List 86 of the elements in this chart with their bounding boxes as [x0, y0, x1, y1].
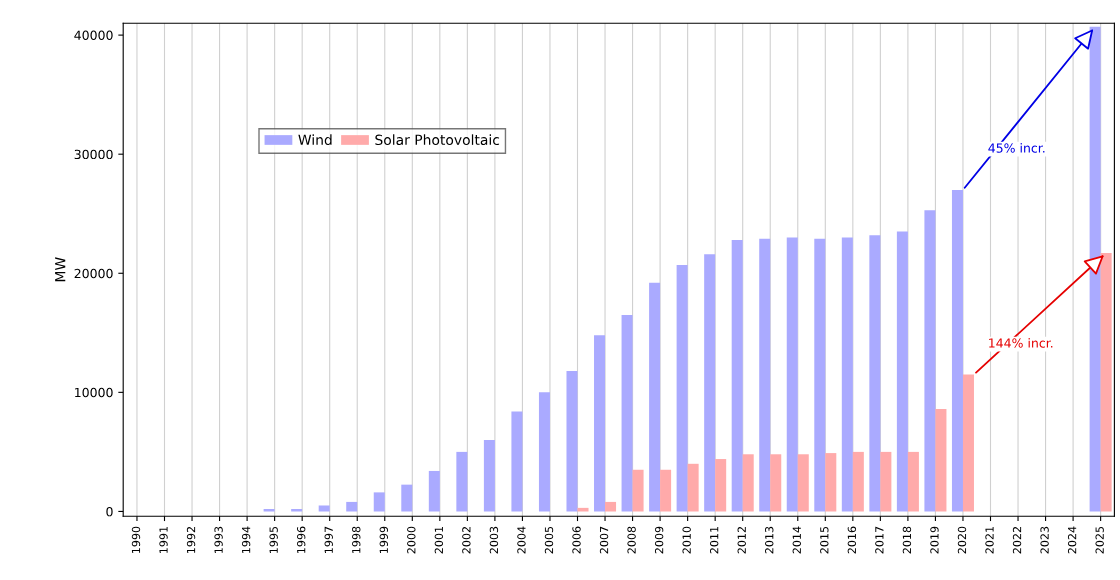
x-tick-label: 2004 [517, 526, 526, 554]
bar [825, 453, 837, 512]
x-tick-label: 1999 [379, 526, 388, 553]
bar [951, 189, 963, 512]
x-tick-label: 1994 [241, 526, 251, 553]
x-tick-label: 1998 [352, 526, 361, 553]
bar [428, 470, 440, 512]
bar [594, 335, 606, 512]
x-tick-label: 2014 [792, 526, 801, 554]
x-tick-label: 2005 [544, 526, 554, 554]
bar [907, 451, 919, 512]
x-tick-label: 2010 [682, 526, 691, 554]
x-tick-label: 2024 [1067, 526, 1077, 554]
x-tick-label: 2000 [407, 526, 416, 554]
bar [797, 454, 809, 512]
x-tick-label: 2020 [957, 526, 967, 554]
bar [715, 459, 727, 512]
x-tick-label: 2001 [434, 526, 444, 554]
legend-label: Wind [298, 134, 332, 146]
bar [786, 237, 798, 512]
bar [511, 411, 523, 512]
x-tick-label: 2023 [1040, 526, 1049, 554]
x-tick-label: 2006 [572, 526, 581, 554]
bar [935, 409, 947, 512]
bar [401, 484, 413, 512]
bar [962, 374, 974, 512]
bar [318, 505, 330, 512]
x-tick-label: 1993 [214, 526, 223, 553]
x-tick-label: 2022 [1012, 527, 1022, 554]
x-tick-label: 2016 [847, 526, 857, 554]
x-tick-label: 2015 [820, 526, 829, 554]
bar [577, 507, 589, 512]
bar [704, 254, 716, 512]
bar [924, 210, 936, 512]
bar [373, 492, 385, 512]
x-tick-label: 1997 [324, 526, 333, 553]
bar [483, 439, 495, 512]
bar [869, 235, 881, 512]
bar [852, 451, 864, 512]
bar [621, 314, 633, 512]
y-tick-label: 30000 [74, 149, 113, 160]
bar [1100, 253, 1112, 512]
y-tick-label: 20000 [74, 268, 113, 279]
bar [742, 454, 754, 512]
x-tick-label: 2017 [875, 526, 884, 554]
bar [346, 501, 358, 512]
bar [676, 264, 688, 512]
x-tick-label: 1991 [159, 526, 168, 553]
bar [632, 469, 644, 512]
bar [687, 463, 699, 512]
bar [841, 237, 853, 512]
annotation: 45% incr. [988, 143, 1045, 153]
x-tick-label: 1995 [269, 526, 278, 553]
bar [660, 469, 672, 512]
y-axis-title: MW [55, 257, 66, 282]
bar [649, 282, 661, 512]
x-tick-label: 1996 [296, 526, 306, 553]
x-tick-label: 2019 [930, 526, 939, 554]
x-tick-label: 2021 [985, 526, 994, 554]
bar [759, 238, 771, 512]
x-tick-label: 2003 [489, 526, 499, 554]
bar [880, 451, 892, 512]
x-tick-label: 2008 [627, 526, 636, 554]
x-tick-label: 2018 [902, 526, 912, 554]
bar [456, 451, 468, 512]
x-tick-label: 2002 [462, 527, 471, 554]
bar [731, 239, 743, 512]
bar [605, 501, 617, 512]
bar [770, 454, 782, 512]
bar [538, 392, 550, 512]
x-tick-label: 2007 [599, 526, 609, 554]
bar [566, 370, 578, 512]
x-tick-label: 2009 [654, 526, 664, 554]
x-tick-label: 2013 [765, 526, 774, 554]
annotation: 144% incr. [989, 338, 1053, 348]
x-tick-label: 2011 [709, 526, 719, 554]
x-tick-label: 1990 [131, 526, 141, 553]
y-tick-label: 40000 [74, 30, 113, 41]
y-tick-label: 0 [106, 506, 113, 517]
bar [814, 238, 826, 512]
x-tick-label: 1992 [186, 527, 196, 553]
legend-label: Solar Photovoltaic [375, 134, 500, 146]
x-tick-label: 2025 [1095, 526, 1104, 554]
y-tick-label: 10000 [75, 387, 113, 398]
bar [896, 231, 908, 512]
x-tick-label: 2012 [737, 527, 746, 554]
